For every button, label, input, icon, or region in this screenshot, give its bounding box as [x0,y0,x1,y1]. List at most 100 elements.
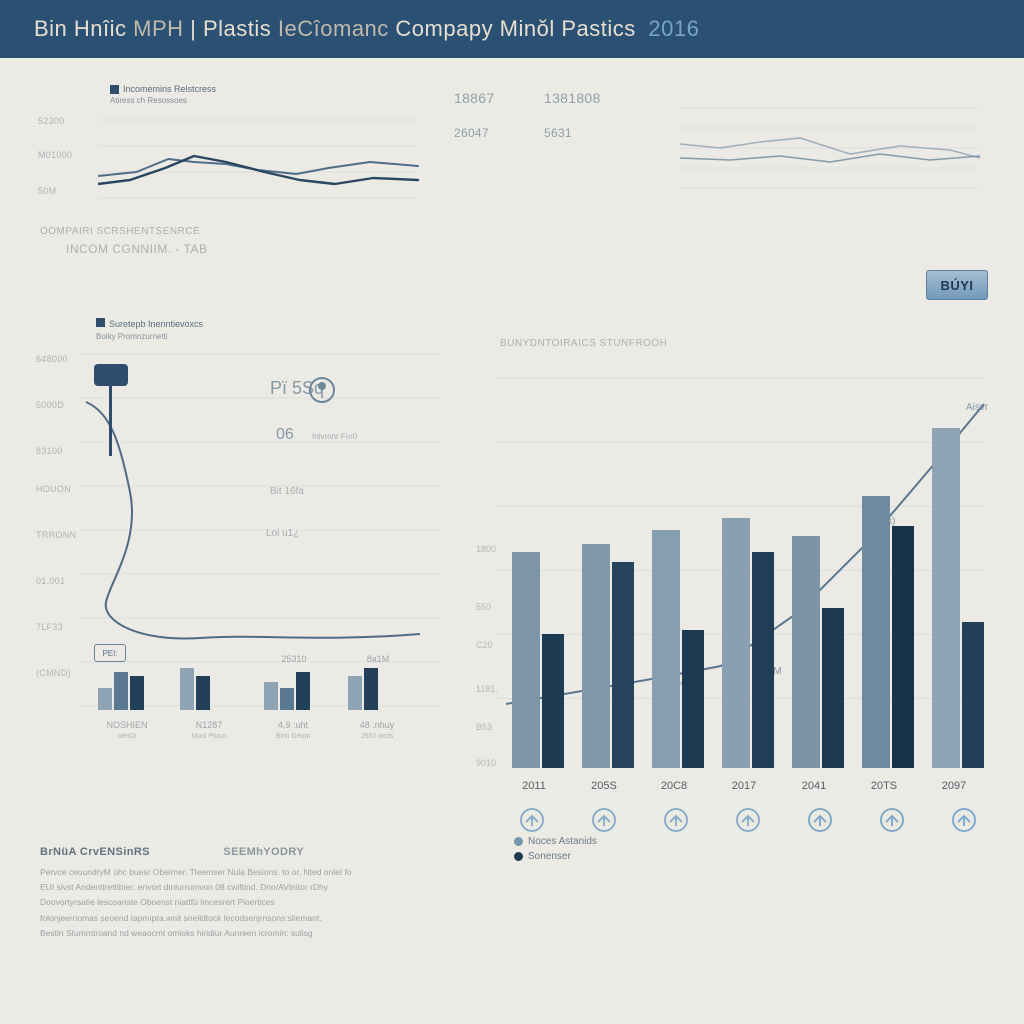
rb-xlabel: 205S [574,780,634,792]
rb-bar-b [752,552,774,768]
ml-xlabel: NOSHIENoferDi [92,720,162,740]
bl-l3: folonjeerriomas seoend tapmipra.wnit sne… [40,912,450,925]
top-right-block: 18867 1381808 26047 5631 [448,86,986,266]
bl-l4: Bestin Stummtroand nd weaocmt omioks hir… [40,927,450,940]
top-left-line-chart: Incomemins Relstcress Atiress ch Resosso… [40,86,430,232]
rb-bar-group [862,496,914,768]
ml-csm3: Inivronr For0 [312,432,357,441]
ml-yt-3: HOUON [36,484,71,494]
mid-left-chart: Suretepb Inenntievoxcs Boiky Promnzurnet… [40,318,440,758]
ml-bar-group [180,668,212,710]
category-icon [518,806,546,834]
buy-badge[interactable]: BÚYI [926,270,988,300]
ml-yt-1: 5000D [36,400,64,410]
bl-l2: Doovortyrsatie lescoanste Oboenst niattf… [40,896,450,909]
title-part-4: IeCîomanc [278,16,389,41]
ml-bar [114,672,128,710]
category-icon [734,806,762,834]
rb-legend: Noces Astanids Sonenser [514,836,597,862]
title-year: 2016 [648,16,699,41]
rb-xlabel: 2011 [504,780,564,792]
ml-csm2: Loi u1¿ [266,528,299,539]
rb-bar-group [932,428,984,768]
ml-callout-val: 06 [276,426,294,444]
tl-legend-a: Incomemins Relstcress [123,84,216,94]
tl-ytick-1: M01000 [38,150,72,160]
rb-bar-group [582,544,634,768]
ml-subtitle: Boiky Promnzurnetti [96,332,203,341]
bottom-text-block: BrNüA CrvENSinRS SEEMhYODRY Pervce ceoun… [40,846,450,942]
ml-legend: Suretepb Inenntievoxcs Boiky Promnzurnet… [96,318,203,341]
ml-bar [280,688,294,710]
tr-col-a: 18867 [454,90,494,106]
rb-bar-a [582,544,610,768]
rb-bar-a [932,428,960,768]
ml-bar [296,672,310,710]
tl-legend-b: Atiress ch Resossoes [110,96,187,105]
rb-bar-b [892,526,914,768]
ml-bar-group [348,668,380,710]
rb-yt-2: C20 [476,640,493,650]
rb-xlabel: 20C8 [644,780,704,792]
ml-bar [180,668,194,710]
rb-bar-b [682,630,704,768]
rb-xlabel: 2041 [784,780,844,792]
rb-yt-0: 1800 [476,544,496,554]
category-icon [878,806,906,834]
rb-bars [504,378,994,768]
tl-ytick-2: 50M [38,186,56,196]
title-part-5: Compapy Minŏl Pastics [389,16,643,41]
ml-yt-4: TRRONN [36,530,76,540]
title-part-3: | Plastis [184,16,278,41]
ml-yt-0: 648000 [36,354,68,364]
header-bar: Bin Hnîic MPH | Plastis IeCîomanc Compap… [0,0,1024,58]
rb-bar-b [542,634,564,768]
tl-ytick-0: 52300 [38,116,65,126]
ml-xlabel: N1287Musl Psout [174,720,244,740]
rb-bar-b [612,562,634,768]
ml-bar [130,676,144,710]
ml-yt-2: 83100 [36,446,63,456]
rb-bar-group [652,530,704,768]
title-part-2: MPH [133,16,183,41]
rb-bar-a [512,552,540,768]
page-title: Bin Hnîic MPH | Plastis IeCîomanc Compap… [34,16,699,42]
ml-bar [264,682,278,710]
tl-svg [98,108,428,218]
rb-bar-a [792,536,820,768]
title-part-1: Bin Hnîic [34,16,133,41]
rb-bar-group [722,518,774,768]
rb-leg-0: Noces Astanids [528,836,597,847]
rb-yt-3: 1181. [476,684,498,694]
right-bar-chart: BUNYDNTOIRAICS STUNFROOH 1800 550 C20 11… [474,334,994,854]
rb-yt-5: 9010 [476,758,496,768]
ml-bubble-icon [308,376,338,406]
rb-icon-row [518,806,978,834]
rb-xlabel: 2097 [924,780,984,792]
ml-bar-top-label: 25310 [264,654,324,664]
ml-yt-5: 01.001 [36,576,65,586]
rb-bar-a [652,530,680,768]
ml-bar-top-label: 8a1M [348,654,408,664]
ml-bar-group [98,672,146,710]
tr-mini-line-svg [680,98,980,218]
ml-bar-group [264,672,312,710]
category-icon [590,806,618,834]
ml-bar [364,668,378,710]
tl-section-a: OOMPAIRI SCRSHENTSENRCE [40,226,200,237]
tr-col-b: 1381808 [544,90,601,106]
tl-section-b: INCOM CGNNIIM. - TAB [66,242,208,256]
ml-box-label: PEI: [94,644,126,662]
ml-csm1: Bit 16fa [270,486,304,497]
ml-legend-text: Suretepb Inenntievoxcs [109,319,203,329]
ml-bar [98,688,112,710]
rb-title: BUNYDNTOIRAICS STUNFROOH [500,338,667,349]
rb-bar-a [722,518,750,768]
category-icon [662,806,690,834]
rb-yt-4: B53 [476,722,492,732]
ml-xlabel: 48 .nhuy2651 oicts [342,720,412,740]
rb-leg-1: Sonenser [528,851,571,862]
ml-yt-6: 7LF33 [36,622,63,632]
category-icon [806,806,834,834]
category-icon [950,806,978,834]
